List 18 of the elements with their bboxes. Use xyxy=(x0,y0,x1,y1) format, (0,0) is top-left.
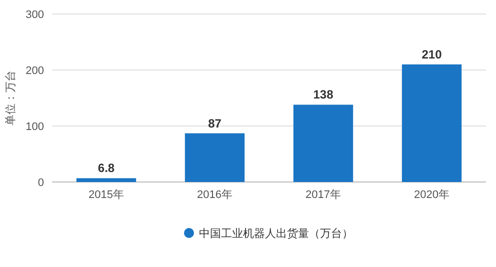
x-tick-label: 2020年 xyxy=(414,189,450,201)
y-tick-label: 200 xyxy=(26,65,44,77)
data-label: 210 xyxy=(422,47,442,62)
bar xyxy=(184,133,245,182)
bar xyxy=(76,178,136,182)
y-tick-label: 100 xyxy=(26,121,44,133)
data-label: 6.8 xyxy=(98,161,115,176)
x-tick-label: 2016年 xyxy=(197,189,232,201)
data-label: 87 xyxy=(208,116,222,130)
y-tick-label: 0 xyxy=(38,177,44,189)
x-tick-label: 2017年 xyxy=(306,189,341,201)
legend-label: 中国工业机器人出货量（万台） xyxy=(199,227,353,240)
y-tick-label: 300 xyxy=(26,9,44,21)
bar xyxy=(402,64,462,182)
x-tick-label: 2015年 xyxy=(88,189,124,201)
y-axis-title: 单位：万台 xyxy=(4,70,17,126)
data-label: 138 xyxy=(313,88,334,102)
bar xyxy=(293,104,354,182)
